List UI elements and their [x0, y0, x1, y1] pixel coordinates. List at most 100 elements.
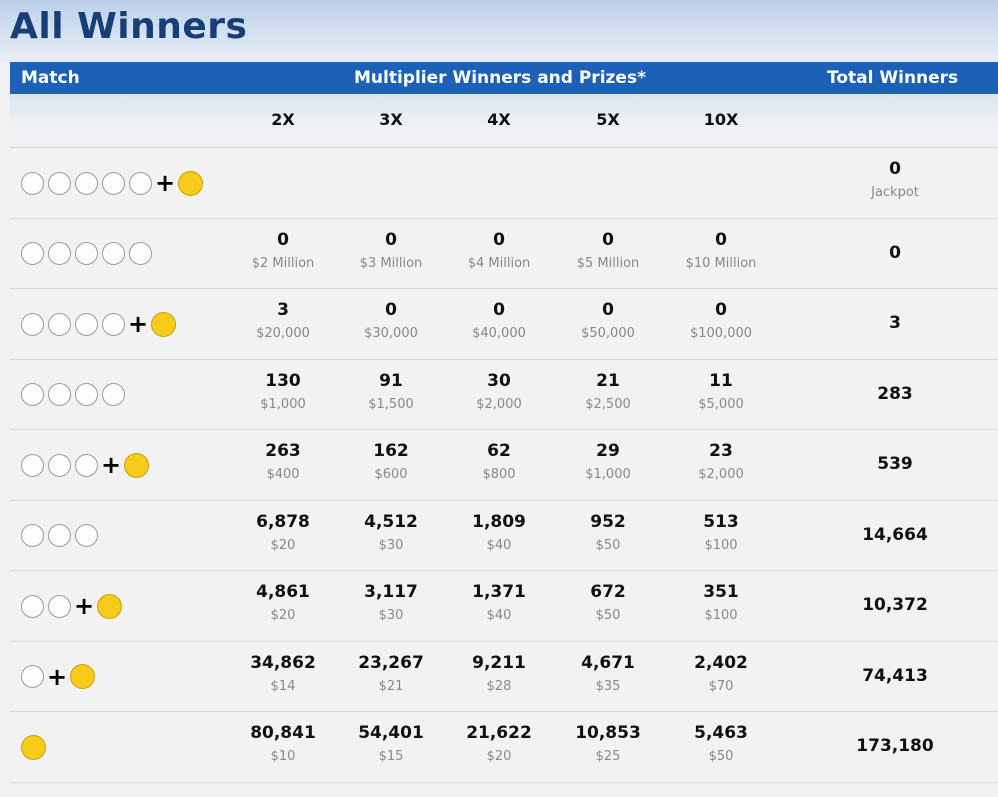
- prize-amount: $50,000: [581, 326, 635, 341]
- winner-count: 1,371: [472, 582, 526, 602]
- winner-count: 23,267: [358, 652, 424, 673]
- white-ball-icon: [48, 594, 71, 618]
- prize-amount: $100: [704, 608, 738, 623]
- multiplier-cell: 263 $400: [228, 441, 338, 483]
- header-multiplier: Multiplier Winners and Prizes*: [354, 68, 646, 88]
- title-band: [0, 0, 998, 62]
- table-row: 0 $2 Million 0 $3 Million 0 $4 Million 0 $5 Mil…: [10, 218, 998, 289]
- total-winners-cell: 283: [825, 384, 965, 404]
- multiplier-cell: 1,809 $40: [444, 512, 554, 554]
- winner-count: 30: [487, 370, 511, 391]
- prize-amount: $600: [374, 467, 408, 482]
- white-ball-icon: [75, 453, 98, 477]
- total-winners-cell: 74,413: [825, 666, 965, 686]
- prize-amount: $20,000: [256, 326, 310, 341]
- multiplier-cell: 0 $100,000: [666, 300, 776, 342]
- total-winners-count: 14,664: [862, 524, 928, 545]
- multiplier-cell: 3,117 $30: [336, 582, 446, 624]
- multiplier-subheader: 2X 3X 4X 5X 10X: [10, 94, 998, 148]
- match-balls: +: [21, 593, 123, 619]
- multiplier-cell: 0 $50,000: [553, 300, 663, 342]
- winners-table: Match Multiplier Winners and Prizes* Tot…: [10, 62, 998, 783]
- white-ball-icon: [48, 524, 71, 547]
- white-ball-icon: [129, 242, 152, 265]
- multiplier-cell: 0 $40,000: [444, 300, 554, 342]
- white-ball-icon: [21, 665, 44, 688]
- total-winners-cell: 10,372: [825, 595, 965, 615]
- winner-count: 5,463: [694, 723, 748, 743]
- prize-amount: $3 Million: [359, 255, 423, 271]
- winner-count: 4,861: [256, 582, 310, 602]
- white-ball-icon: [21, 242, 44, 265]
- prize-amount: $25: [595, 749, 621, 764]
- white-ball-icon: [48, 242, 71, 265]
- multiplier-label-5x: 5X: [596, 110, 620, 129]
- winners-rows: +0 Jackpot 0 $2 Million 0 $3 Million 0 $4 Milli…: [10, 148, 998, 783]
- total-winners-cell: 0: [825, 243, 965, 263]
- powerball-icon: [124, 452, 150, 478]
- winner-count: 62: [487, 441, 511, 461]
- winner-count: 54,401: [358, 723, 424, 743]
- white-ball-icon: [21, 312, 44, 336]
- prize-amount: $100,000: [689, 326, 753, 341]
- winner-count: 0: [277, 229, 289, 250]
- match-balls: [21, 382, 125, 408]
- prize-amount: $30: [378, 608, 404, 623]
- prize-amount: $50: [595, 608, 621, 623]
- white-ball-icon: [21, 383, 44, 406]
- powerball-icon: [97, 593, 123, 619]
- prize-amount: $2 Million: [251, 255, 315, 271]
- multiplier-cell: 29 $1,000: [553, 441, 663, 483]
- multiplier-cell: 0 $10 Million: [666, 230, 776, 272]
- winner-count: 3,117: [364, 582, 418, 602]
- multiplier-cell: 0 $3 Million: [336, 230, 446, 272]
- winner-count: 4,671: [581, 652, 635, 673]
- winner-count: 0: [602, 300, 614, 320]
- prize-amount: $2,000: [698, 467, 744, 482]
- white-ball-icon: [48, 171, 71, 195]
- multiplier-cell: 0 $5 Million: [553, 230, 663, 272]
- prize-amount: $10: [270, 749, 296, 764]
- winner-count: 0: [385, 300, 397, 320]
- winner-count: 91: [379, 370, 403, 391]
- prize-amount: $10 Million: [685, 255, 757, 271]
- table-row: +0 Jackpot: [10, 148, 998, 219]
- powerball-icon: [70, 664, 96, 689]
- plus-icon: +: [155, 169, 176, 197]
- match-balls: [21, 523, 98, 549]
- winner-count: 10,853: [575, 723, 641, 743]
- white-ball-icon: [102, 383, 125, 406]
- total-winners-count: 283: [877, 383, 913, 404]
- multiplier-label-3x: 3X: [379, 110, 403, 129]
- multiplier-cell: 11 $5,000: [666, 371, 776, 413]
- powerball-icon: [151, 311, 177, 337]
- winner-count: 351: [703, 582, 739, 602]
- prize-amount: $50: [708, 749, 734, 764]
- multiplier-cell: 162 $600: [336, 441, 446, 483]
- winner-count: 513: [703, 511, 739, 532]
- match-balls: +: [21, 169, 204, 197]
- table-row: 6,878 $20 4,512 $30 1,809 $40 952 $50 513 $100 14,…: [10, 500, 998, 571]
- white-ball-icon: [102, 312, 125, 336]
- prize-amount: $50: [595, 537, 621, 553]
- header-total-winners: Total Winners: [827, 68, 959, 88]
- white-ball-icon: [21, 171, 44, 195]
- prize-amount: $35: [595, 678, 621, 694]
- total-winners-count: 3: [889, 313, 901, 333]
- total-winners-count: 539: [877, 454, 913, 474]
- match-balls: +: [21, 664, 96, 690]
- prize-amount: $30: [378, 537, 404, 553]
- winner-count: 0: [385, 229, 397, 250]
- white-ball-icon: [48, 383, 71, 406]
- header-match: Match: [21, 68, 80, 88]
- prize-amount: $21: [378, 678, 404, 694]
- winner-count: 0: [715, 300, 727, 320]
- multiplier-cell: 130 $1,000: [228, 371, 338, 413]
- prize-amount: $28: [486, 678, 512, 694]
- prize-amount: $20: [270, 537, 296, 553]
- multiplier-cell: 952 $50: [553, 512, 663, 554]
- winner-count: 162: [373, 441, 409, 461]
- total-winners-count: 0: [889, 242, 901, 263]
- winner-count: 672: [590, 582, 626, 602]
- prize-amount: $40,000: [472, 326, 526, 341]
